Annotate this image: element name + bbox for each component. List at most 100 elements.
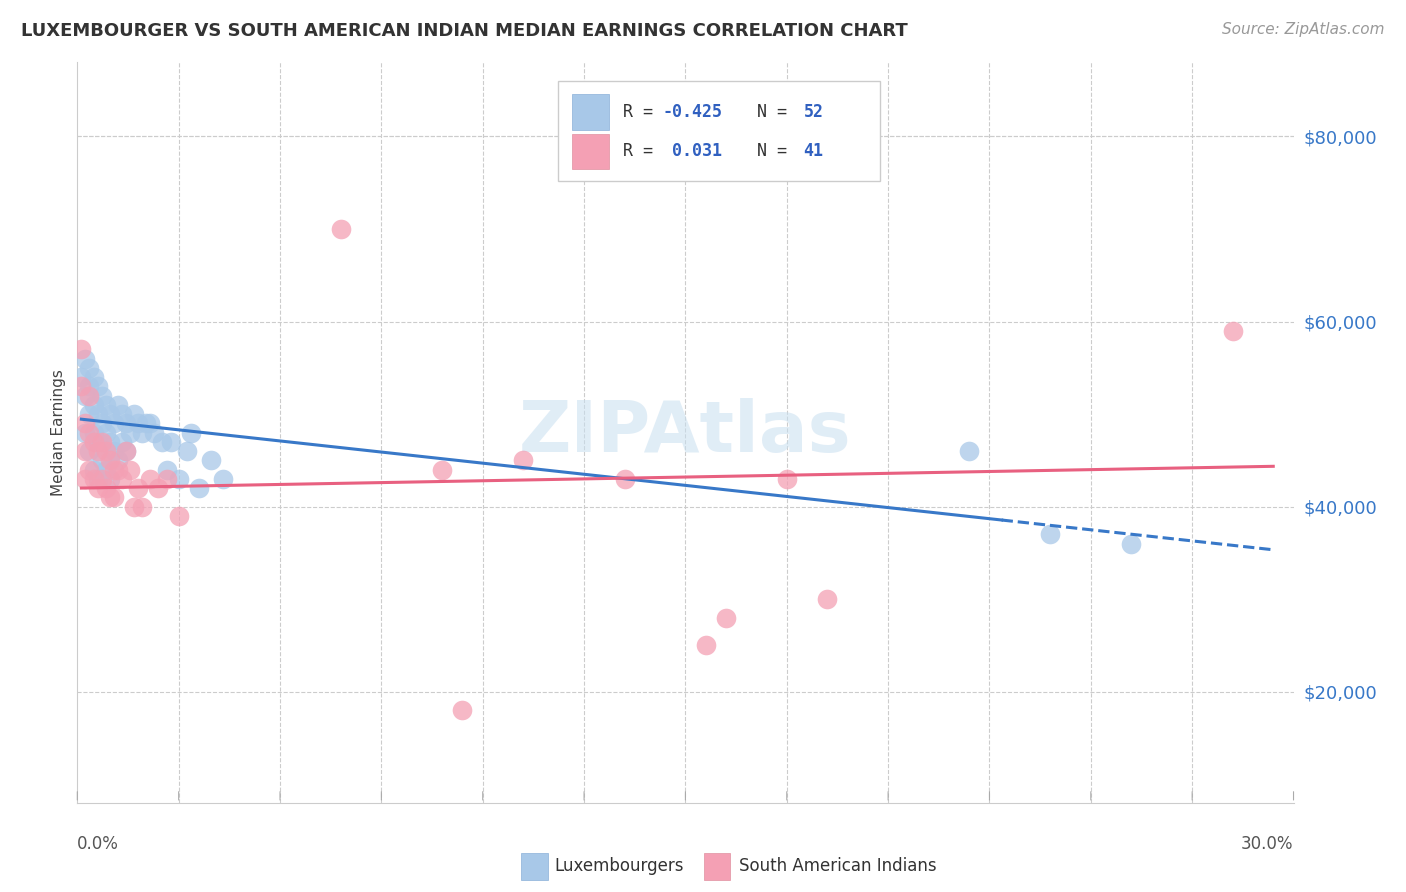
Point bbox=[107, 453, 129, 467]
Point bbox=[118, 425, 141, 440]
Point bbox=[98, 407, 121, 421]
Point bbox=[94, 444, 117, 458]
Point bbox=[167, 472, 190, 486]
Text: South American Indians: South American Indians bbox=[740, 857, 936, 875]
Point bbox=[83, 398, 105, 412]
Text: LUXEMBOURGER VS SOUTH AMERICAN INDIAN MEDIAN EARNINGS CORRELATION CHART: LUXEMBOURGER VS SOUTH AMERICAN INDIAN ME… bbox=[21, 22, 908, 40]
Point bbox=[212, 472, 235, 486]
Point bbox=[83, 434, 105, 449]
Point bbox=[103, 491, 125, 505]
Text: 30.0%: 30.0% bbox=[1241, 835, 1294, 853]
Point bbox=[79, 425, 101, 440]
Point bbox=[176, 444, 198, 458]
Point bbox=[86, 434, 108, 449]
Point bbox=[329, 222, 352, 236]
Point bbox=[75, 351, 97, 366]
Text: R =: R = bbox=[623, 103, 664, 121]
Point bbox=[70, 370, 93, 384]
Point bbox=[131, 425, 153, 440]
Point bbox=[79, 379, 101, 393]
FancyBboxPatch shape bbox=[522, 853, 548, 880]
Point bbox=[98, 491, 121, 505]
Point bbox=[98, 453, 121, 467]
Point bbox=[695, 639, 717, 653]
Text: 52: 52 bbox=[803, 103, 824, 121]
Point bbox=[122, 407, 145, 421]
FancyBboxPatch shape bbox=[572, 95, 609, 130]
Point bbox=[122, 500, 145, 514]
FancyBboxPatch shape bbox=[703, 853, 731, 880]
FancyBboxPatch shape bbox=[558, 81, 880, 181]
Point bbox=[103, 417, 125, 431]
Point bbox=[180, 425, 202, 440]
Point bbox=[512, 453, 534, 467]
Point bbox=[70, 343, 93, 357]
Point bbox=[75, 472, 97, 486]
Point bbox=[86, 379, 108, 393]
Point bbox=[139, 417, 162, 431]
Point bbox=[75, 425, 97, 440]
Point bbox=[86, 444, 108, 458]
Point bbox=[152, 434, 174, 449]
Point bbox=[103, 444, 125, 458]
Point bbox=[135, 417, 157, 431]
Point bbox=[86, 472, 108, 486]
Point bbox=[90, 472, 112, 486]
Point bbox=[451, 703, 474, 717]
Point bbox=[70, 379, 93, 393]
Point bbox=[90, 389, 112, 403]
Text: -0.425: -0.425 bbox=[662, 103, 723, 121]
Text: Luxembourgers: Luxembourgers bbox=[554, 857, 683, 875]
Point bbox=[714, 610, 737, 624]
Point bbox=[90, 434, 112, 449]
Point bbox=[107, 398, 129, 412]
Point bbox=[957, 444, 980, 458]
Point bbox=[430, 462, 453, 476]
Point bbox=[613, 472, 636, 486]
Point bbox=[94, 481, 117, 495]
Point bbox=[111, 407, 134, 421]
Point bbox=[111, 472, 134, 486]
Text: Source: ZipAtlas.com: Source: ZipAtlas.com bbox=[1222, 22, 1385, 37]
Point bbox=[155, 472, 177, 486]
Point bbox=[86, 481, 108, 495]
Point bbox=[98, 434, 121, 449]
Text: 0.0%: 0.0% bbox=[77, 835, 120, 853]
Point bbox=[83, 370, 105, 384]
Text: N =: N = bbox=[737, 103, 797, 121]
Point bbox=[159, 434, 181, 449]
Point bbox=[127, 481, 149, 495]
Point bbox=[94, 425, 117, 440]
Point bbox=[90, 453, 112, 467]
Point bbox=[83, 472, 105, 486]
Point bbox=[107, 462, 129, 476]
Point bbox=[98, 472, 121, 486]
Text: 41: 41 bbox=[803, 143, 824, 161]
Point bbox=[75, 389, 97, 403]
Point bbox=[776, 472, 799, 486]
Point bbox=[1121, 536, 1143, 550]
Y-axis label: Median Earnings: Median Earnings bbox=[51, 369, 66, 496]
Point bbox=[115, 417, 138, 431]
Point bbox=[86, 407, 108, 421]
Text: 0.031: 0.031 bbox=[672, 143, 723, 161]
Point bbox=[83, 425, 105, 440]
Text: N =: N = bbox=[737, 143, 797, 161]
Point bbox=[167, 508, 190, 523]
Point bbox=[83, 462, 105, 476]
Point bbox=[148, 481, 170, 495]
Point bbox=[90, 417, 112, 431]
Point bbox=[79, 462, 101, 476]
Point bbox=[815, 592, 838, 607]
Point bbox=[131, 500, 153, 514]
Point bbox=[103, 462, 125, 476]
Point bbox=[155, 462, 177, 476]
Point bbox=[118, 462, 141, 476]
Point bbox=[143, 425, 166, 440]
Point bbox=[79, 407, 101, 421]
Point bbox=[79, 360, 101, 375]
Text: ZIPAtlas: ZIPAtlas bbox=[519, 398, 852, 467]
Point bbox=[139, 472, 162, 486]
Point bbox=[111, 434, 134, 449]
Point bbox=[200, 453, 222, 467]
